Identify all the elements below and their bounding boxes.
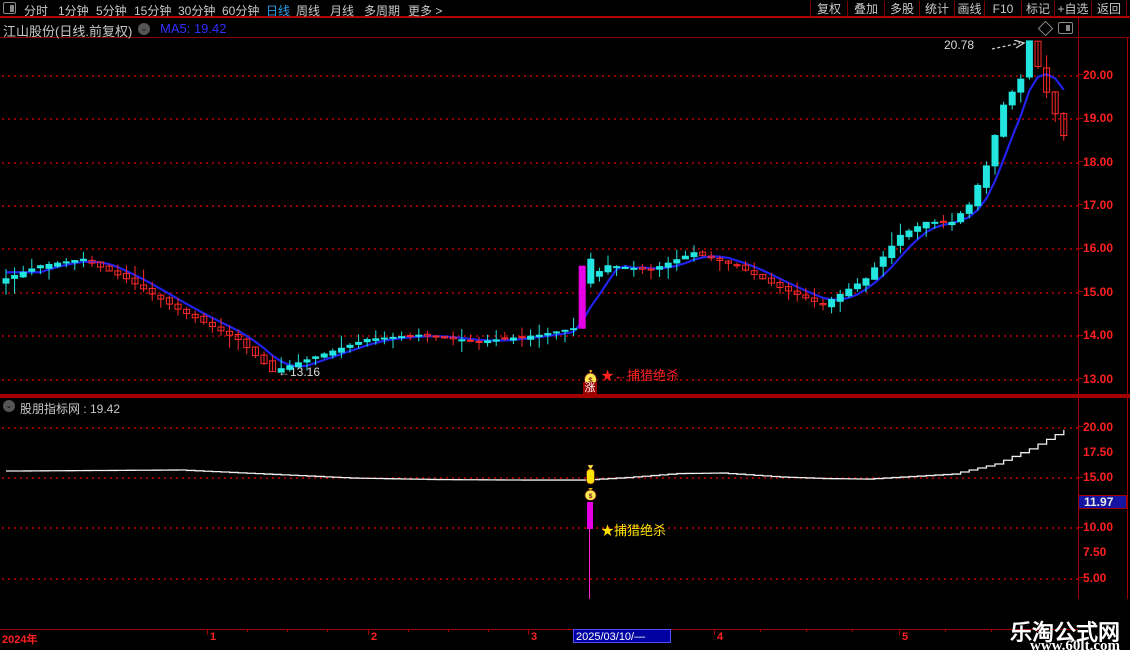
- svg-text:$: $: [589, 493, 593, 500]
